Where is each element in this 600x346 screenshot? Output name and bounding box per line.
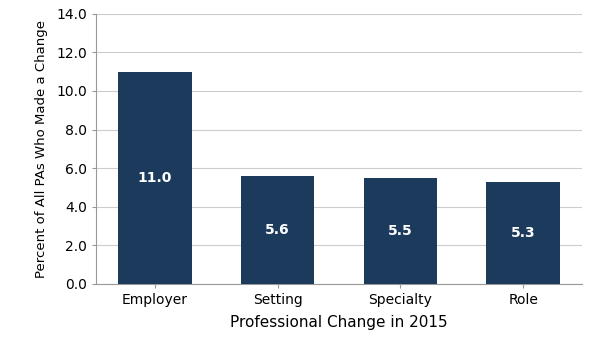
Text: 5.3: 5.3: [511, 226, 535, 240]
Text: 5.6: 5.6: [265, 223, 290, 237]
Bar: [118, 72, 192, 284]
Bar: [364, 178, 437, 284]
Y-axis label: Percent of All PAs Who Made a Change: Percent of All PAs Who Made a Change: [35, 20, 48, 278]
Text: 11.0: 11.0: [138, 171, 172, 185]
Text: 5.5: 5.5: [388, 224, 413, 238]
X-axis label: Professional Change in 2015: Professional Change in 2015: [230, 315, 448, 330]
Bar: [486, 182, 560, 284]
Bar: [241, 176, 314, 284]
